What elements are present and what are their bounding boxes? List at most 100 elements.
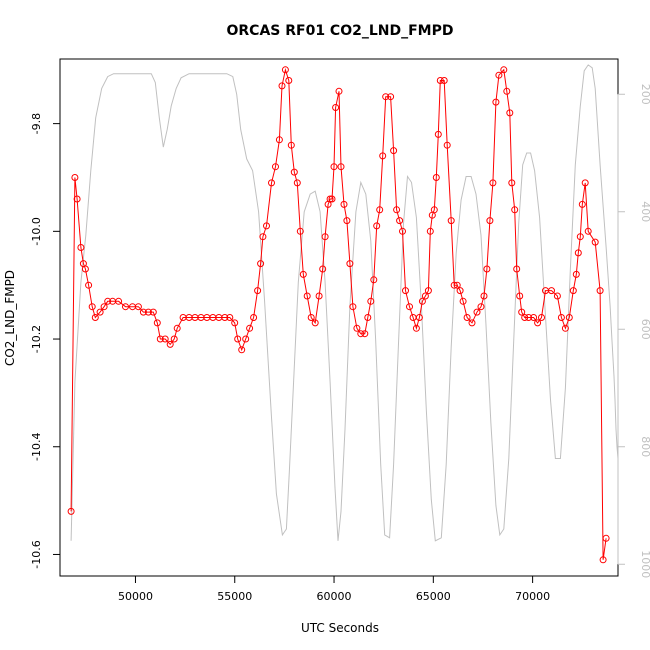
co2-point bbox=[281, 66, 289, 74]
co2-point bbox=[396, 217, 404, 225]
co2-point bbox=[432, 174, 440, 181]
co2-point bbox=[307, 314, 315, 321]
co2-point bbox=[561, 324, 569, 332]
co2-point bbox=[263, 222, 270, 230]
co2-point bbox=[492, 98, 500, 106]
co2-point bbox=[402, 287, 409, 295]
co2-point bbox=[321, 233, 329, 241]
co2-point bbox=[576, 233, 584, 241]
co2-point bbox=[311, 319, 319, 327]
co2-point bbox=[393, 206, 401, 214]
co2-point bbox=[337, 163, 345, 171]
co2-point bbox=[495, 71, 503, 79]
co2-point bbox=[483, 265, 491, 273]
right-tick-label: 1000 bbox=[639, 550, 650, 578]
co2-point bbox=[511, 206, 519, 214]
co2-point bbox=[259, 233, 267, 241]
co2-point bbox=[104, 297, 112, 305]
co2-point bbox=[319, 265, 327, 273]
co2-point bbox=[287, 141, 295, 149]
co2-point bbox=[234, 335, 242, 343]
co2-point bbox=[538, 314, 545, 321]
co2-point bbox=[406, 303, 413, 311]
co2-point bbox=[489, 179, 497, 187]
co2-point bbox=[434, 130, 442, 138]
x-tick-label: 50000 bbox=[118, 590, 153, 603]
co2-point bbox=[513, 265, 521, 273]
co2-point bbox=[578, 200, 586, 208]
co2-point bbox=[166, 340, 174, 348]
co2-point bbox=[382, 93, 390, 101]
co2-point bbox=[534, 319, 542, 327]
co2-point bbox=[340, 200, 348, 208]
co2-point bbox=[349, 303, 357, 311]
co2-point bbox=[226, 314, 234, 321]
co2-point bbox=[346, 260, 354, 268]
co2-point bbox=[343, 217, 351, 225]
co2-point bbox=[357, 330, 365, 338]
co2-point bbox=[553, 292, 561, 300]
co2-point bbox=[456, 287, 464, 295]
co2-point bbox=[565, 314, 573, 321]
co2-point bbox=[139, 308, 147, 316]
co2-point bbox=[156, 335, 164, 343]
co2-point bbox=[328, 195, 336, 203]
co2-point bbox=[584, 227, 592, 235]
co2-point bbox=[250, 314, 258, 321]
co2-point bbox=[525, 314, 533, 321]
co2-point bbox=[486, 217, 494, 225]
right-y-axis: 200 400 600 800 1000 bbox=[617, 84, 650, 578]
y-axis: -9.8 -10.0 -10.2 -10.4 -10.6 bbox=[30, 113, 61, 569]
co2-point bbox=[468, 319, 476, 327]
co2-point bbox=[246, 324, 254, 332]
co2-point bbox=[581, 179, 589, 187]
right-tick-label: 800 bbox=[639, 436, 650, 457]
co2-point bbox=[436, 77, 444, 84]
right-tick-label: 200 bbox=[639, 84, 650, 105]
co2-point bbox=[430, 206, 438, 214]
co2-point bbox=[330, 163, 338, 171]
co2-point bbox=[242, 335, 250, 343]
co2-point bbox=[503, 87, 511, 95]
right-tick-label: 400 bbox=[639, 201, 650, 222]
co2-point bbox=[480, 292, 488, 300]
co2-point bbox=[440, 77, 448, 84]
co2-point bbox=[278, 82, 286, 90]
co2-point bbox=[293, 179, 301, 187]
pressure-series-line bbox=[70, 64, 619, 542]
co2-point bbox=[153, 319, 161, 327]
pressure-series-layer bbox=[70, 64, 619, 542]
co2-point bbox=[268, 179, 275, 187]
co2-point bbox=[557, 314, 565, 321]
co2-point bbox=[315, 292, 323, 300]
co2-point bbox=[115, 297, 123, 305]
co2-point bbox=[473, 308, 481, 316]
co2-point bbox=[450, 281, 458, 289]
co2-point bbox=[238, 346, 246, 354]
co2-point bbox=[275, 136, 283, 144]
x-axis-label: UTC Seconds bbox=[301, 621, 379, 635]
co2-point bbox=[332, 104, 340, 111]
chart-title: ORCAS RF01 CO2_LND_FMPD bbox=[226, 23, 453, 39]
co2-point bbox=[530, 314, 538, 321]
co2-point bbox=[516, 292, 524, 300]
y-tick-label: -10.2 bbox=[30, 325, 43, 353]
x-tick-label: 60000 bbox=[317, 590, 352, 603]
co2-point bbox=[254, 287, 262, 295]
x-axis: 50000 55000 60000 65000 70000 bbox=[118, 575, 550, 603]
co2-point bbox=[71, 174, 79, 181]
co2-point bbox=[272, 163, 279, 171]
co2-point bbox=[574, 249, 582, 257]
co2-point bbox=[447, 217, 455, 225]
co2-point bbox=[390, 147, 398, 155]
co2-point bbox=[353, 324, 361, 332]
co2-point bbox=[373, 222, 381, 230]
co2-point bbox=[500, 66, 508, 74]
co2-point bbox=[569, 287, 577, 295]
co2-point bbox=[518, 308, 526, 316]
co2-point bbox=[231, 319, 239, 327]
co2-point bbox=[88, 303, 96, 311]
co2-point bbox=[81, 265, 89, 273]
co2-point bbox=[161, 335, 169, 343]
